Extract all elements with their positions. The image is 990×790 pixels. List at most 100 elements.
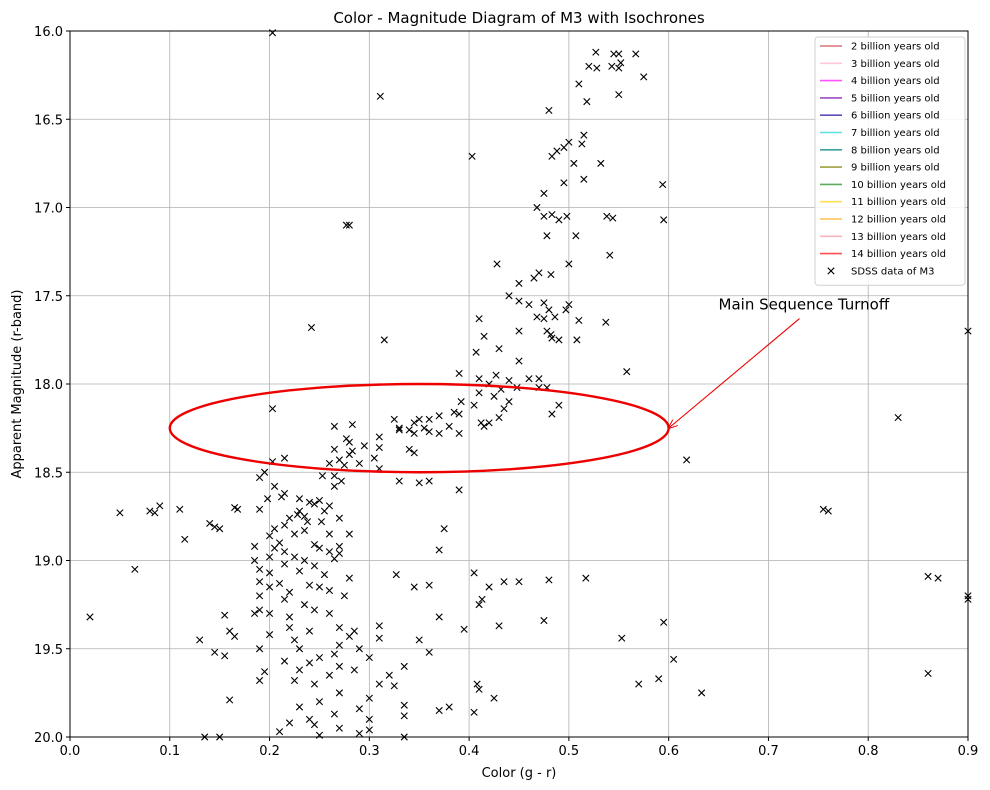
data-point	[370, 454, 378, 462]
data-point	[260, 668, 269, 676]
data-point	[495, 345, 503, 353]
data-point	[340, 461, 348, 469]
data-point	[415, 636, 423, 644]
data-point	[315, 698, 324, 706]
annotation-text: Main Sequence Turnoff	[719, 296, 890, 314]
legend-label: 9 billion years old	[851, 163, 940, 174]
data-point	[255, 592, 264, 600]
legend-label: 11 billion years old	[851, 197, 946, 208]
data-point	[470, 569, 478, 577]
data-point	[540, 315, 548, 323]
data-point	[348, 421, 356, 429]
data-point	[330, 710, 338, 718]
data-point	[597, 159, 605, 167]
data-point	[602, 318, 610, 326]
data-point	[540, 189, 548, 197]
data-point	[263, 495, 272, 503]
data-point	[470, 401, 478, 409]
data-point	[300, 556, 309, 565]
data-point	[570, 159, 578, 167]
data-point	[455, 429, 463, 438]
data-point	[325, 459, 334, 468]
legend-label: 13 billion years old	[851, 232, 946, 243]
y-tick-label: 18.0	[34, 378, 63, 393]
data-point	[609, 214, 617, 222]
data-point	[435, 706, 443, 715]
data-point	[315, 653, 324, 662]
data-point	[295, 666, 304, 674]
data-point	[548, 410, 556, 418]
data-point	[450, 408, 458, 416]
data-point	[492, 371, 500, 379]
data-point	[455, 410, 463, 418]
x-tick-label: 0.0	[60, 744, 81, 759]
data-point	[435, 412, 443, 420]
data-point	[583, 98, 591, 106]
data-point	[251, 542, 259, 550]
data-point	[395, 477, 403, 485]
x-axis-label: Color (g - r)	[482, 766, 557, 781]
data-point	[545, 106, 553, 115]
data-point	[335, 662, 343, 670]
data-point	[405, 426, 413, 434]
data-point	[355, 459, 363, 468]
data-point	[375, 443, 383, 452]
data-point	[221, 611, 229, 619]
data-point	[265, 583, 274, 591]
y-tick-label: 19.0	[34, 555, 63, 570]
data-point	[617, 59, 625, 67]
data-point	[305, 627, 314, 635]
data-point	[305, 581, 314, 589]
data-point	[285, 613, 294, 621]
data-point	[196, 636, 204, 644]
data-point	[495, 622, 503, 630]
data-point	[295, 703, 304, 711]
data-point	[335, 724, 343, 732]
data-point	[593, 64, 601, 72]
data-point	[325, 502, 334, 510]
x-tick-label: 0.5	[559, 744, 580, 759]
data-point	[435, 613, 443, 621]
data-point	[493, 260, 501, 268]
legend-label: 3 billion years old	[851, 59, 940, 70]
x-tick-label: 0.2	[259, 744, 280, 759]
data-point	[535, 375, 543, 383]
data-point	[603, 212, 611, 220]
legend-box	[814, 36, 966, 286]
data-point	[553, 147, 561, 155]
data-point	[515, 327, 523, 335]
data-point	[410, 429, 418, 438]
data-point	[472, 348, 480, 356]
data-point	[280, 657, 289, 665]
data-point	[618, 634, 626, 642]
data-point	[415, 479, 423, 487]
legend-marker	[827, 267, 835, 275]
data-point	[255, 473, 264, 482]
data-point	[615, 90, 623, 99]
data-point	[320, 571, 329, 579]
data-point	[390, 682, 398, 690]
data-point	[582, 574, 590, 582]
data-point	[355, 705, 363, 713]
data-point	[310, 606, 319, 614]
data-point	[578, 140, 586, 148]
data-point	[255, 565, 264, 573]
data-point	[275, 579, 284, 588]
data-point	[285, 623, 294, 632]
data-point	[500, 578, 508, 586]
data-point	[315, 496, 324, 505]
data-point	[277, 493, 286, 501]
data-point	[585, 62, 593, 70]
data-point	[924, 572, 932, 580]
y-tick-label: 17.5	[34, 290, 63, 305]
data-point	[131, 565, 139, 573]
data-point	[606, 251, 614, 259]
data-point	[300, 512, 309, 520]
data-point	[375, 680, 383, 688]
data-point	[303, 518, 312, 526]
data-point	[392, 571, 400, 579]
data-point	[251, 609, 259, 618]
data-point	[924, 669, 932, 678]
data-point	[540, 616, 548, 625]
